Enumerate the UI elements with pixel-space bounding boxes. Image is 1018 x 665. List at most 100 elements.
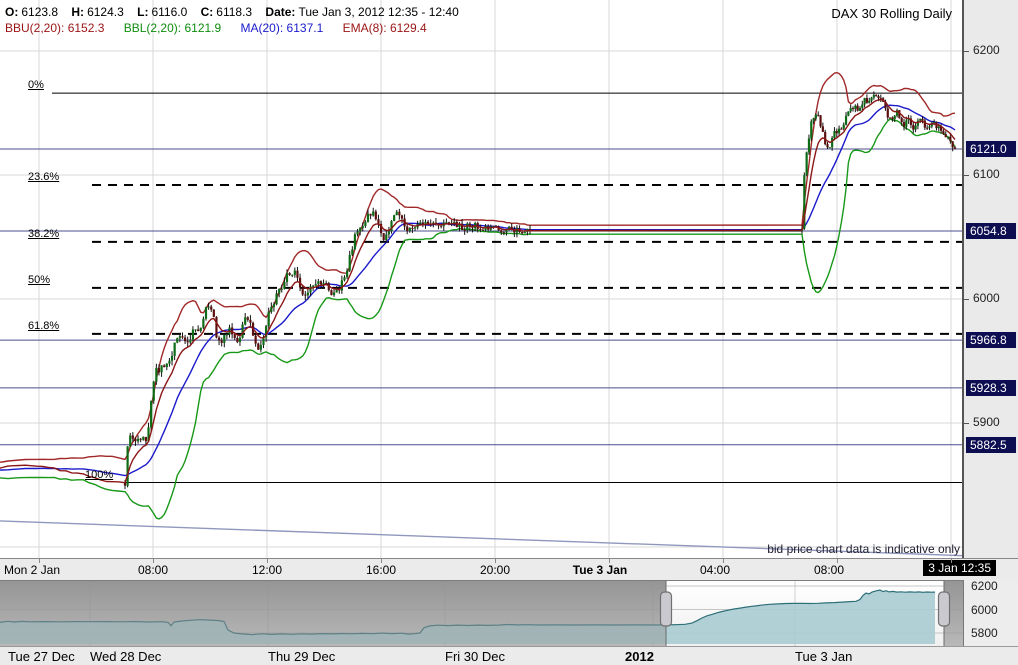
candle-body bbox=[241, 324, 244, 338]
candle-body bbox=[895, 110, 899, 116]
candle-body bbox=[891, 117, 894, 120]
candle-body bbox=[919, 118, 922, 121]
candle-body bbox=[157, 367, 161, 373]
candle-body bbox=[500, 230, 503, 233]
candle-body bbox=[131, 435, 134, 439]
time-axis-label: 04:00 bbox=[699, 563, 731, 577]
fib-level-label: 23.6% bbox=[28, 171, 60, 184]
candle-body bbox=[340, 280, 343, 291]
close-label: C: bbox=[200, 5, 214, 19]
ema-readout: EMA(8): 6129.4 bbox=[342, 21, 427, 35]
candle-body bbox=[207, 306, 210, 308]
trend-line[interactable] bbox=[0, 520, 963, 557]
main-price-chart[interactable] bbox=[0, 0, 963, 558]
navigator-axis-label: 6200 bbox=[971, 579, 998, 593]
candle-body bbox=[458, 223, 461, 227]
candle-body bbox=[502, 232, 505, 234]
candle-body bbox=[223, 334, 226, 343]
navigator-right-handle[interactable] bbox=[937, 591, 951, 627]
navigator-axis-label: 6000 bbox=[971, 602, 998, 617]
candle-body bbox=[142, 436, 145, 440]
time-axis-label: 16:00 bbox=[365, 563, 397, 577]
navigator-left-handle[interactable] bbox=[659, 591, 673, 627]
ohlc-readout: O: 6123.8 H: 6124.3 L: 6116.0 C: 6118.3 Date… bbox=[5, 5, 469, 19]
ema8-line bbox=[0, 98, 956, 484]
candle-body bbox=[372, 211, 375, 216]
candle-body bbox=[244, 317, 247, 325]
price-axis-tick bbox=[964, 299, 969, 300]
candle-body bbox=[868, 100, 871, 103]
instrument-title: DAX 30 Rolling Daily bbox=[831, 6, 952, 21]
candle-body bbox=[325, 282, 328, 284]
candle-body bbox=[369, 213, 372, 216]
time-axis-label: Mon 2 Jan bbox=[4, 563, 61, 577]
candle-body bbox=[879, 98, 882, 100]
candle-body bbox=[921, 118, 924, 121]
navigator-price-line bbox=[0, 589, 936, 636]
candle-body bbox=[916, 120, 920, 126]
candle-body bbox=[364, 221, 367, 227]
candle-body bbox=[886, 108, 889, 118]
candle-body bbox=[199, 327, 202, 332]
candle-body bbox=[385, 234, 388, 240]
candle-body bbox=[183, 337, 187, 342]
candle-body bbox=[319, 281, 323, 285]
candle-body bbox=[479, 229, 482, 231]
ma-readout: MA(20): 6137.1 bbox=[240, 21, 324, 35]
candle-body bbox=[814, 114, 818, 119]
candle-body bbox=[322, 282, 325, 285]
navigator-date-label: Tue 27 Dec bbox=[8, 649, 75, 664]
candle-body bbox=[835, 130, 838, 134]
candle-body bbox=[466, 223, 469, 231]
fib-level-label: 0% bbox=[28, 79, 44, 92]
candle-body bbox=[837, 128, 841, 134]
candle-body bbox=[194, 329, 197, 331]
price-axis-tick-label: 6200 bbox=[973, 43, 1000, 57]
candle-body bbox=[257, 343, 260, 350]
candle-body bbox=[928, 126, 931, 128]
candle-body bbox=[907, 118, 910, 121]
candle-body bbox=[210, 306, 213, 310]
candle-body bbox=[259, 345, 262, 350]
candle-body bbox=[225, 334, 229, 336]
candle-body bbox=[445, 222, 448, 224]
candle-body bbox=[272, 304, 276, 307]
price-axis-tick-label: 6000 bbox=[973, 291, 1000, 305]
time-axis-tick bbox=[153, 559, 154, 563]
candle-body bbox=[828, 147, 831, 149]
open-value: 6123.8 bbox=[21, 5, 59, 19]
candle-body bbox=[356, 231, 359, 235]
candle-body bbox=[168, 360, 171, 364]
price-axis-tick-label: 6100 bbox=[973, 167, 1000, 181]
candle-body bbox=[270, 306, 273, 312]
navigator-dimmed-left bbox=[0, 580, 666, 646]
candle-body bbox=[348, 254, 351, 271]
candle-body bbox=[249, 319, 252, 323]
navigator bbox=[0, 580, 963, 646]
candle-body bbox=[515, 228, 519, 233]
candle-body bbox=[810, 121, 813, 139]
price-axis-tick bbox=[964, 175, 969, 176]
candle-body bbox=[327, 283, 330, 291]
candle-body bbox=[513, 229, 516, 233]
candle-body bbox=[953, 147, 957, 149]
candle-body bbox=[254, 335, 257, 344]
candle-body bbox=[471, 226, 474, 229]
price-level-badge: 5882.5 bbox=[966, 436, 1016, 453]
candle-body bbox=[191, 329, 195, 340]
candle-body bbox=[844, 115, 848, 125]
candle-body bbox=[863, 98, 866, 105]
candle-body bbox=[332, 292, 336, 296]
candle-body bbox=[197, 329, 200, 332]
candle-body bbox=[361, 226, 364, 228]
candle-body bbox=[421, 222, 424, 225]
price-level-badge: 6054.8 bbox=[966, 223, 1016, 240]
candle-body bbox=[949, 136, 952, 142]
candle-body bbox=[946, 136, 950, 138]
candle-body bbox=[176, 338, 179, 343]
candle-body bbox=[865, 98, 869, 103]
candle-body bbox=[217, 337, 221, 341]
price-level-badge: 5966.8 bbox=[966, 332, 1016, 349]
candle-body bbox=[854, 105, 857, 109]
candle-body bbox=[144, 436, 148, 442]
